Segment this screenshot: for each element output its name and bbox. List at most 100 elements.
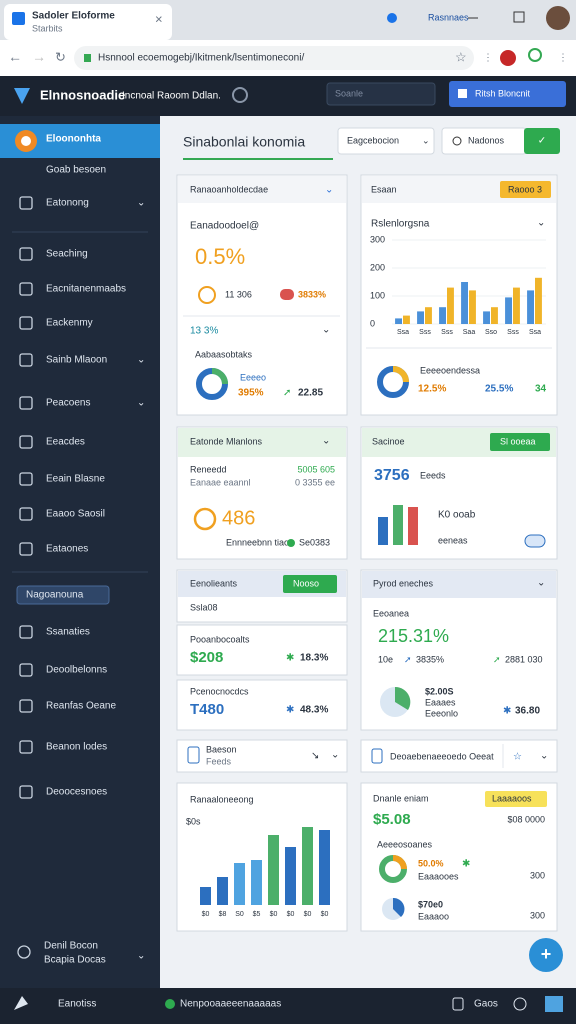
bookmark[interactable]: ☆ <box>455 49 467 64</box>
search-placeholder: Soanle <box>335 88 363 98</box>
nav-item[interactable]: Eaaoo Saosil <box>46 509 105 520</box>
chevron: ⌄ <box>422 135 430 145</box>
row-value: 5005 605 <box>297 464 335 474</box>
tab-title: Sadoler Eloforme <box>32 11 115 22</box>
note: K0 ooab <box>438 510 476 521</box>
header-button-label: Nooso <box>293 578 319 588</box>
stat: 2881 030 <box>505 654 543 664</box>
sidebar <box>0 116 160 988</box>
nav-item[interactable]: Eeain Blasne <box>46 474 105 485</box>
nav-item[interactable]: Deoolbelonns <box>46 665 107 676</box>
status-icon <box>452 997 464 1011</box>
card-title: Dnanle eniam <box>373 793 429 803</box>
nav-item[interactable]: Eatonong <box>46 198 89 209</box>
toggle[interactable] <box>524 534 546 548</box>
status-icon <box>14 996 28 1010</box>
tab-close[interactable]: × <box>155 11 163 26</box>
row-label: Eaaaoo <box>418 911 449 921</box>
bar <box>535 277 542 324</box>
url-box[interactable] <box>74 46 474 70</box>
row-label: Eaaaooes <box>418 871 459 881</box>
reload[interactable]: ↻ <box>55 49 66 64</box>
donut-label: Eeeeo <box>240 372 266 382</box>
back[interactable]: ← <box>8 49 22 65</box>
header-button[interactable] <box>283 575 337 593</box>
tab-subtitle: Starbits <box>32 23 63 33</box>
nav-item[interactable]: Eackenmy <box>46 318 93 329</box>
menu[interactable]: ⋮ <box>558 53 568 64</box>
nav-item[interactable]: Eacnitanenmaabs <box>46 284 126 295</box>
bar <box>505 297 512 324</box>
filter-label: Eagcebocion <box>347 135 399 145</box>
nav-icon <box>19 507 33 521</box>
status-bar <box>0 988 576 1024</box>
icon[interactable]: ↘ <box>311 751 319 762</box>
stat: 11 306 <box>225 289 252 299</box>
header-button[interactable] <box>490 433 550 451</box>
x-tick-label: $0 <box>287 911 295 918</box>
nav-item[interactable]: Beanon lodes <box>46 742 107 753</box>
header-button[interactable] <box>449 81 566 107</box>
doc-icon <box>187 746 200 764</box>
nav-item[interactable]: Eeacdes <box>46 437 85 448</box>
nav-icon <box>19 472 33 486</box>
logo <box>14 88 30 104</box>
dot <box>287 539 295 547</box>
big-value: 215.31% <box>378 626 449 646</box>
nav-item[interactable]: Ssanaties <box>46 627 90 638</box>
card-title: Pooanbocoalts <box>190 634 250 644</box>
card-title: Eeoanea <box>373 608 409 618</box>
badge <box>500 181 551 198</box>
donut-segment <box>211 368 228 385</box>
nav-icon <box>19 353 33 367</box>
donut-segment <box>395 686 411 710</box>
sub-label: Aabaasobtaks <box>195 349 253 359</box>
x-tick-label: $5 <box>253 911 261 918</box>
status-dot <box>165 999 175 1009</box>
chevron: ⌄ <box>137 198 145 209</box>
big-value: T480 <box>190 701 224 718</box>
footer-line: Bcapia Docas <box>44 955 106 966</box>
maximize[interactable] <box>513 11 525 23</box>
donut-segment <box>392 855 407 870</box>
group: $0 $8 S0 $5 $0 $0 $0 $0 <box>200 827 330 918</box>
search-box[interactable] <box>326 82 436 106</box>
tab-icon <box>12 12 25 25</box>
note: eeneas <box>438 535 468 545</box>
header-subtitle: Incnoal Raoom Ddlan. <box>122 91 221 102</box>
arrow: ✱ <box>503 706 511 717</box>
detail: Eeeonlo <box>425 708 458 718</box>
bar <box>425 307 432 324</box>
status-icon <box>545 996 563 1012</box>
nav-item[interactable]: Peacoens <box>46 398 90 409</box>
confirm-button[interactable] <box>524 128 560 154</box>
donut-pct: 395% <box>238 388 264 399</box>
star[interactable]: ☆ <box>513 752 522 763</box>
more[interactable]: ⋮ <box>483 53 493 64</box>
tab[interactable] <box>4 4 172 40</box>
pct: 18.3% <box>300 653 328 664</box>
chevron: ⌄ <box>322 436 330 447</box>
title-underline <box>183 158 333 160</box>
settings-icon[interactable] <box>513 997 527 1011</box>
ext-icon <box>500 50 516 66</box>
forward[interactable]: → <box>32 49 46 65</box>
x-tick-label: Ssa <box>397 329 409 336</box>
donut-segment <box>393 897 405 917</box>
bar <box>395 318 402 324</box>
chevron[interactable]: ⌄ <box>137 951 145 962</box>
fab[interactable] <box>529 938 563 972</box>
nav-item[interactable]: Reanfas Oeane <box>46 701 116 712</box>
bar <box>251 860 262 905</box>
bar <box>302 827 313 905</box>
metric: 13 3% <box>190 326 218 337</box>
nav-item[interactable]: Eataones <box>46 544 88 555</box>
nav-item[interactable]: Deoocesnoes <box>46 787 107 798</box>
card-title: Deoaebenaeeoedo Oeeat <box>390 751 494 761</box>
filter[interactable] <box>337 127 435 155</box>
section-button[interactable] <box>16 585 110 605</box>
card-header-text: Pyrod eneches <box>373 578 434 588</box>
nav-item[interactable]: Sainb Mlaoon <box>46 355 107 366</box>
nav-item[interactable]: Seaching <box>46 249 88 260</box>
page-search-label: Nadonos <box>468 135 505 145</box>
